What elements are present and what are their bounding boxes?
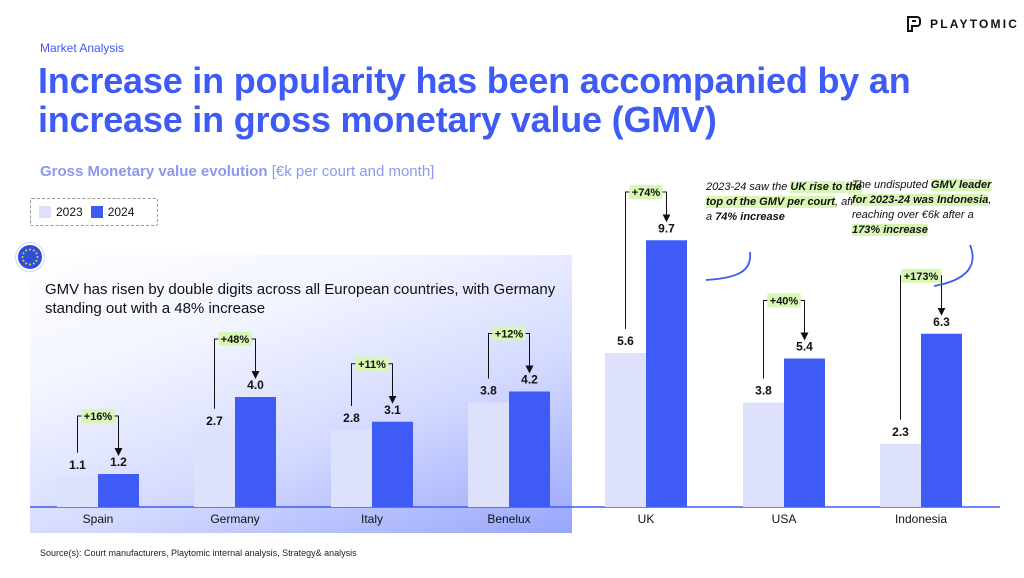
bar-2023-usa	[743, 402, 784, 507]
legend-label-2024: 2024	[107, 205, 135, 219]
growth-badge-bg-indonesia	[901, 268, 941, 283]
value-label-2024-usa: 5.4	[796, 340, 813, 354]
bar-2024-usa	[784, 358, 825, 507]
growth-label-germany: +48%	[221, 334, 250, 346]
bar-2024-italy	[372, 421, 413, 507]
indonesia-annotation: The undisputed GMV leader for 2023-24 wa…	[852, 178, 1002, 238]
growth-badge-bg-usa	[767, 293, 801, 308]
bar-2024-spain	[98, 474, 139, 507]
bar-2023-indonesia	[880, 443, 921, 507]
playtomic-logo-icon	[907, 16, 921, 32]
bar-2024-benelux	[509, 391, 550, 507]
value-label-2023-uk: 5.6	[617, 334, 634, 348]
indonesia-annotation-highlight-2: 173% increase	[852, 224, 928, 236]
legend-swatch-2024	[90, 206, 103, 218]
growth-badge-bg-italy	[355, 356, 389, 371]
uk-annotation-text-1: 2023-24 saw the	[706, 181, 791, 193]
legend-swatch-2023	[39, 206, 51, 218]
growth-label-spain: +16%	[84, 411, 113, 423]
bar-2023-uk	[605, 353, 646, 507]
value-label-2023-germany: 2.7	[206, 414, 223, 428]
page-title: Increase in popularity has been accompan…	[38, 60, 911, 140]
source-note: Source(s): Court manufacturers, Playtomi…	[40, 548, 357, 558]
indonesia-annotation-text-2: , reaching over €6k after a	[852, 194, 992, 221]
value-label-2024-spain: 1.2	[110, 455, 127, 469]
brand-name: PLAYTOMIC	[930, 17, 1020, 31]
value-label-2023-benelux: 3.8	[480, 384, 497, 398]
value-label-2024-germany: 4.0	[247, 378, 264, 392]
value-label-2023-spain: 1.1	[69, 458, 86, 472]
section-kicker: Market Analysis	[40, 41, 125, 55]
bar-2024-indonesia	[921, 333, 962, 507]
growth-label-indonesia: +173%	[904, 271, 939, 283]
uk-annotation-bold: 74% increase	[715, 211, 785, 223]
chart-legend: 2023 2024	[30, 198, 158, 226]
legend-item-2023: 2023	[39, 205, 83, 219]
bar-2023-italy	[331, 430, 372, 507]
category-label-italy: Italy	[361, 512, 383, 526]
value-label-2023-usa: 3.8	[755, 384, 772, 398]
bar-2023-spain	[57, 476, 98, 507]
bar-2023-germany	[194, 432, 235, 507]
chart-subtitle-bold: Gross Monetary value evolution	[40, 163, 268, 180]
uk-callout-curve	[705, 251, 752, 281]
brand-logo: PLAYTOMIC	[906, 15, 1019, 33]
growth-badge-bg-benelux	[492, 326, 526, 341]
value-label-2023-italy: 2.8	[343, 411, 360, 425]
growth-label-italy: +11%	[358, 359, 386, 371]
value-label-2024-indonesia: 6.3	[933, 315, 950, 329]
bar-2024-germany	[235, 397, 276, 507]
legend-item-2024: 2024	[90, 205, 135, 219]
eu-flag-icon	[16, 243, 44, 271]
indonesia-annotation-text-1: The undisputed	[852, 179, 931, 191]
legend-label-2023: 2023	[56, 205, 83, 219]
growth-badge-bg-germany	[218, 332, 252, 346]
uk-annotation: 2023-24 saw the UK rise to the top of th…	[706, 180, 866, 225]
growth-badge-bg-uk	[629, 185, 663, 199]
category-label-usa: USA	[772, 512, 797, 526]
bar-2024-uk	[646, 240, 687, 507]
europe-highlight-text: GMV has risen by double digits across al…	[45, 281, 556, 317]
value-label-2024-italy: 3.1	[384, 403, 401, 417]
growth-label-benelux: +12%	[495, 329, 524, 341]
indonesia-callout-curve	[933, 244, 974, 287]
growth-label-usa: +40%	[770, 296, 799, 308]
category-label-indonesia: Indonesia	[895, 512, 947, 526]
category-label-benelux: Benelux	[487, 512, 530, 526]
growth-label-uk: +74%	[632, 187, 661, 199]
value-label-2023-indonesia: 2.3	[892, 425, 909, 439]
category-label-spain: Spain	[83, 512, 114, 526]
category-label-uk: UK	[638, 512, 655, 526]
chart-subtitle: Gross Monetary value evolution [€k per c…	[40, 163, 434, 180]
value-label-2024-benelux: 4.2	[521, 373, 538, 387]
bar-2023-benelux	[468, 402, 509, 507]
category-label-germany: Germany	[210, 512, 259, 526]
value-label-2024-uk: 9.7	[658, 221, 675, 235]
growth-badge-bg-spain	[81, 409, 115, 423]
chart-subtitle-unit: [€k per court and month]	[271, 163, 435, 180]
